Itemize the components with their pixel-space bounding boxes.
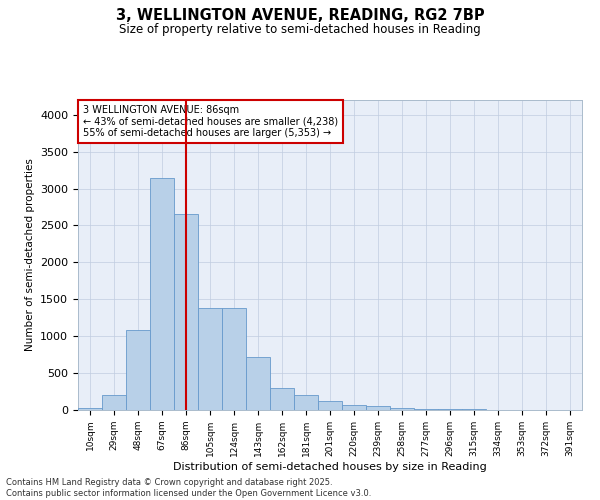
Bar (414, 409, 438, 410)
Bar (270, 388, 294, 410)
Bar (222, 308, 246, 410)
Text: Contains HM Land Registry data © Crown copyright and database right 2025.
Contai: Contains HM Land Registry data © Crown c… (6, 478, 371, 498)
Bar (198, 308, 222, 410)
Bar (246, 357, 270, 410)
Bar (102, 395, 126, 410)
Text: Size of property relative to semi-detached houses in Reading: Size of property relative to semi-detach… (119, 22, 481, 36)
Bar (174, 214, 198, 410)
Text: 3 WELLINGTON AVENUE: 86sqm
← 43% of semi-detached houses are smaller (4,238)
55%: 3 WELLINGTON AVENUE: 86sqm ← 43% of semi… (83, 104, 338, 138)
Bar (390, 408, 414, 410)
Bar (150, 178, 174, 410)
Y-axis label: Number of semi-detached properties: Number of semi-detached properties (25, 158, 35, 352)
Bar (318, 401, 342, 410)
Bar (342, 405, 366, 410)
Bar (78, 408, 102, 410)
Bar (366, 406, 390, 410)
Bar (438, 409, 462, 410)
Bar (126, 330, 150, 410)
X-axis label: Distribution of semi-detached houses by size in Reading: Distribution of semi-detached houses by … (173, 462, 487, 471)
Text: 3, WELLINGTON AVENUE, READING, RG2 7BP: 3, WELLINGTON AVENUE, READING, RG2 7BP (116, 8, 484, 22)
Bar (294, 395, 318, 410)
